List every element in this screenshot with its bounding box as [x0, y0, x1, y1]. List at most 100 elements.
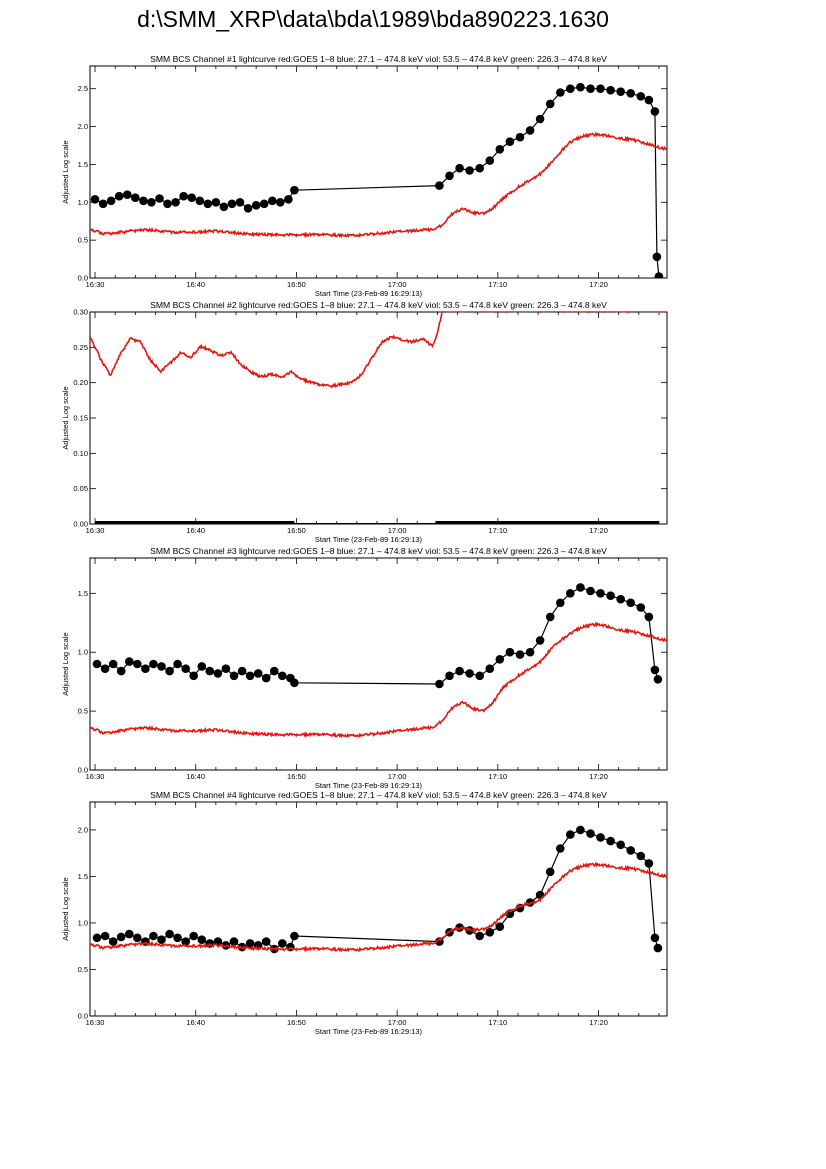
bcs-data-point: [147, 198, 156, 207]
bcs-data-point: [189, 931, 198, 941]
plot-frame: [89, 557, 668, 771]
bcs-data-point: [155, 194, 164, 203]
bcs-data-point: [576, 583, 585, 592]
y-tick-label: 2.0: [78, 825, 88, 834]
bcs-data-point: [636, 603, 646, 612]
bcs-data-point: [229, 671, 239, 681]
bcs-data-point: [245, 939, 255, 948]
y-tick-label: 1.0: [78, 918, 88, 927]
y-tick-label: 0.5: [78, 707, 88, 716]
y-tick-label: 2.5: [78, 84, 88, 93]
bcs-data-point: [653, 943, 663, 953]
bcs-data-point: [125, 657, 134, 666]
bcs-data-point: [435, 679, 444, 689]
bcs-data-point: [219, 202, 229, 212]
bcs-data-point: [116, 666, 126, 676]
bcs-data-point: [133, 933, 142, 943]
bcs-data-point: [98, 199, 108, 209]
bcs-data-point: [445, 671, 454, 681]
bcs-data-point: [535, 114, 545, 124]
bcs-data-point: [139, 196, 148, 206]
y-tick-label: 0.0: [78, 1012, 88, 1021]
bcs-data-point: [116, 932, 126, 942]
y-tick-label: 1.0: [78, 648, 88, 657]
bcs-data-point: [650, 107, 660, 116]
x-tick-label: 16:40: [186, 280, 205, 289]
bcs-series-line: [94, 86, 660, 277]
bcs-data-point: [653, 675, 663, 684]
bcs-data-point: [270, 666, 279, 676]
bcs-data-point: [556, 598, 565, 608]
y-axis-label: Adjusted Log scale: [61, 140, 70, 203]
data-area: [90, 825, 667, 954]
bcs-data-point: [606, 836, 615, 846]
x-tick-label: 16:40: [186, 772, 205, 781]
goes-series-line: [90, 861, 667, 953]
bcs-data-point: [114, 191, 124, 201]
bcs-series-line: [96, 586, 659, 685]
x-axis-label: Start Time (23-Feb-89 16:29:13): [315, 781, 423, 790]
chart-panel-4: SMM BCS Channel #4 lightcurve red:GOES 1…: [61, 790, 668, 1036]
bcs-data-point: [197, 935, 207, 944]
bcs-data-point: [173, 933, 182, 943]
bcs-data-point: [261, 673, 271, 683]
bcs-data-point: [485, 928, 495, 937]
bcs-data-point: [149, 659, 158, 669]
bcs-data-point: [606, 591, 615, 600]
bcs-data-point: [505, 647, 515, 657]
bcs-data-point: [465, 166, 474, 175]
plot-frame: [89, 801, 668, 1017]
bcs-data-point: [485, 156, 495, 165]
x-tick-label: 17:10: [488, 280, 507, 289]
chart-title: SMM BCS Channel #3 lightcurve red:GOES 1…: [150, 546, 607, 556]
bcs-data-point: [475, 163, 485, 173]
bcs-data-point: [475, 931, 485, 941]
bcs-data-point: [173, 659, 182, 669]
y-tick-label: 0.30: [73, 308, 88, 317]
y-tick-label: 0.15: [73, 414, 88, 423]
y-tick-label: 1.5: [78, 589, 88, 598]
bcs-data-point: [535, 890, 545, 900]
bcs-data-point: [596, 833, 605, 842]
bcs-data-point: [505, 137, 515, 146]
bcs-data-point: [125, 929, 134, 939]
bcs-data-point: [211, 198, 221, 207]
bcs-data-point: [626, 846, 635, 855]
x-tick-label: 16:40: [186, 1018, 205, 1027]
x-tick-label: 17:10: [488, 526, 507, 535]
bcs-data-point: [131, 193, 140, 202]
x-tick-label: 16:50: [287, 280, 306, 289]
chart-title: SMM BCS Channel #4 lightcurve red:GOES 1…: [150, 790, 607, 800]
chart-title: SMM BCS Channel #1 lightcurve red:GOES 1…: [150, 54, 607, 64]
bcs-data-point: [616, 87, 625, 96]
bcs-data-point: [455, 666, 464, 676]
bcs-data-point: [455, 163, 464, 173]
y-tick-label: 0.5: [78, 965, 88, 974]
x-tick-label: 17:10: [488, 1018, 507, 1027]
bcs-data-point: [525, 126, 535, 135]
bcs-data-point: [650, 933, 660, 943]
x-tick-label: 17:20: [589, 280, 608, 289]
bcs-data-point: [545, 867, 555, 877]
x-axis-label: Start Time (23-Feb-89 16:29:13): [315, 289, 423, 298]
bcs-data-point: [163, 199, 172, 209]
chart-panel-3: SMM BCS Channel #3 lightcurve red:GOES 1…: [61, 546, 668, 790]
bcs-data-point: [485, 664, 495, 673]
goes-series-line: [90, 312, 667, 389]
y-tick-label: 0.0: [78, 274, 88, 283]
x-tick-label: 17:20: [589, 772, 608, 781]
x-tick-label: 16:40: [186, 526, 205, 535]
x-tick-label: 16:50: [287, 1018, 306, 1027]
x-tick-label: 16:30: [86, 1018, 105, 1027]
x-axis-label: Start Time (23-Feb-89 16:29:13): [315, 1027, 423, 1036]
chart-title: SMM BCS Channel #2 lightcurve red:GOES 1…: [150, 300, 607, 310]
bcs-data-point: [149, 931, 158, 941]
y-axis-label: Adjusted Log scale: [61, 386, 70, 449]
bcs-data-point: [165, 929, 174, 939]
bcs-data-point: [586, 829, 595, 838]
bcs-data-point: [245, 671, 255, 681]
bcs-data-point: [243, 204, 253, 213]
y-tick-label: 0.00: [73, 520, 88, 529]
bcs-data-point: [545, 99, 555, 109]
